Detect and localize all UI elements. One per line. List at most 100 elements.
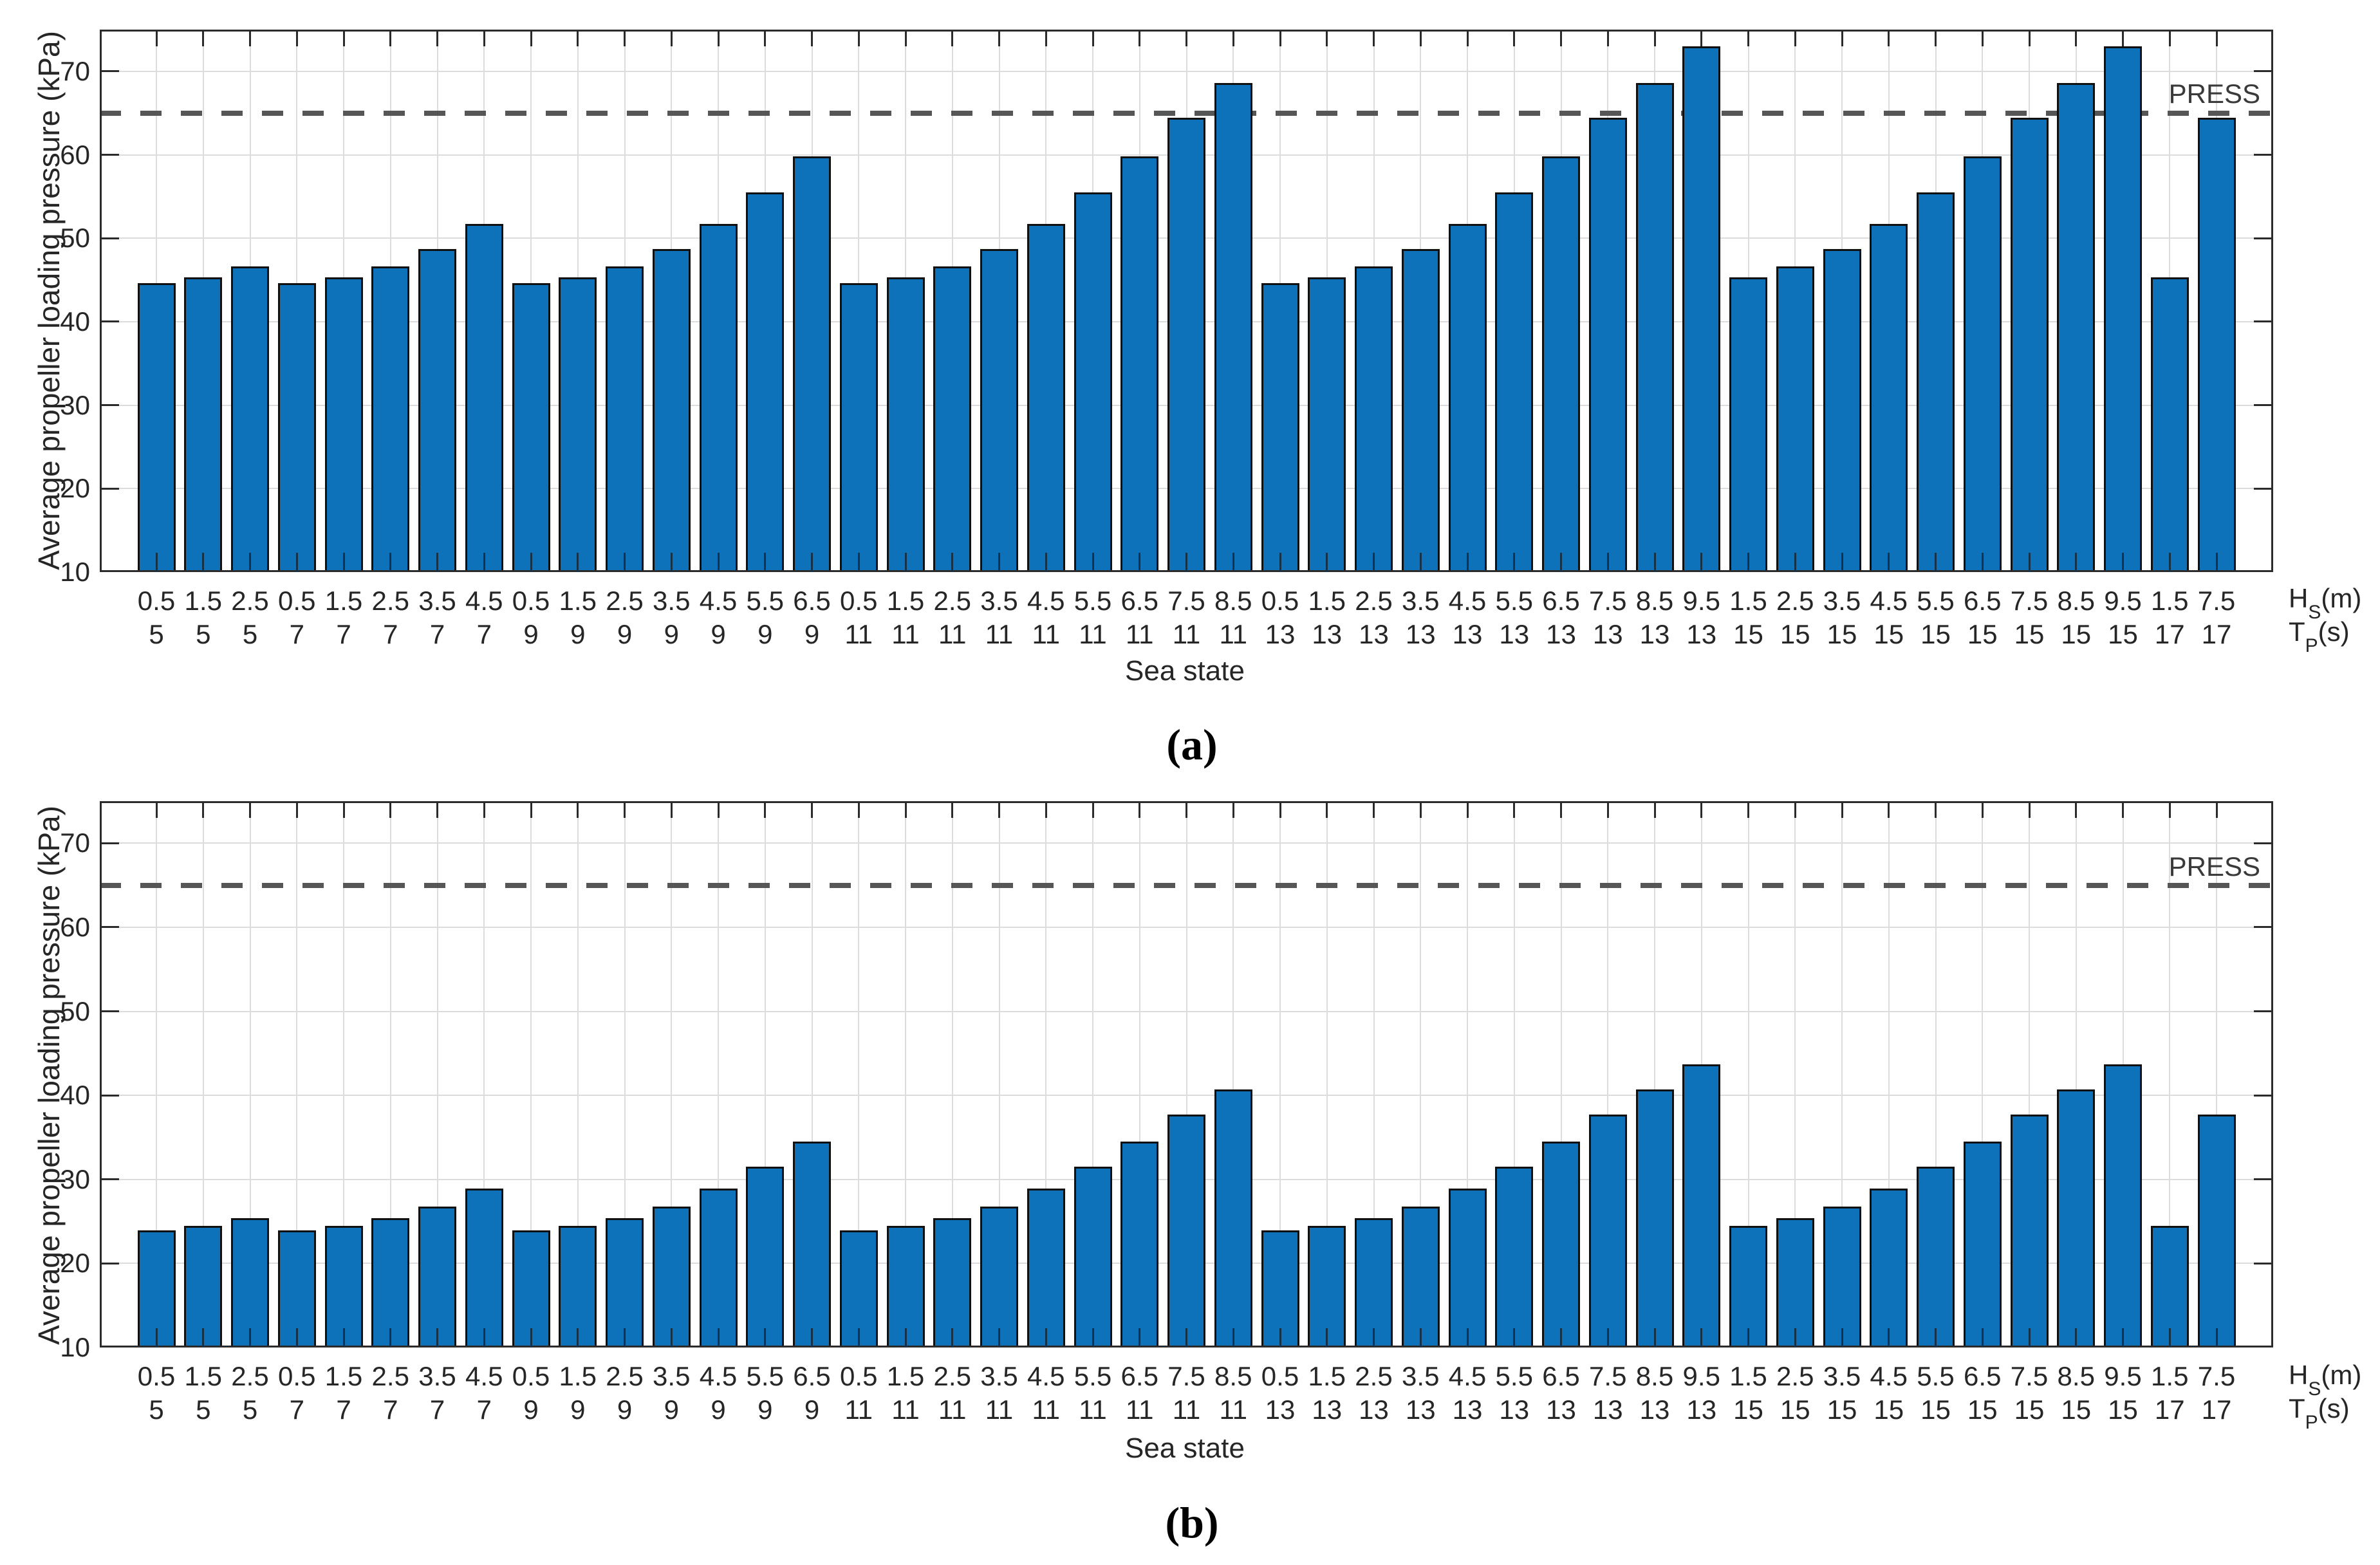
x-tick-bottom — [1513, 1328, 1516, 1347]
y-tick-label: 40 — [60, 1080, 90, 1111]
tp-category-label: 7 — [383, 619, 398, 649]
bar-hs1.5-tp17 — [2150, 1225, 2189, 1347]
x-tick-bottom — [202, 1328, 205, 1347]
tp-category-label: 15 — [1827, 1394, 1857, 1425]
y-tick-right — [2254, 487, 2273, 490]
bar-hs6.5-tp11 — [1120, 1141, 1159, 1347]
hs-category-label: 5.5 — [1495, 586, 1533, 616]
x-tick-bottom — [1185, 553, 1187, 572]
bar-hs6.5-tp11 — [1120, 156, 1159, 572]
y-tick-right — [2254, 320, 2273, 323]
x-gridline — [1654, 801, 1655, 1347]
x-tick-top — [1841, 801, 1843, 818]
hs-category-label: 3.5 — [418, 1361, 456, 1391]
hs-category-label: 2.5 — [371, 1361, 409, 1391]
bar-hs2.5-tp13 — [1355, 1218, 1393, 1347]
hs-category-label: 9.5 — [1682, 586, 1720, 616]
bar-hs5.5-tp9 — [746, 192, 785, 572]
hs-category-label: 8.5 — [1214, 586, 1252, 616]
x-tick-top — [1092, 801, 1094, 818]
tp-category-label: 5 — [196, 1394, 211, 1425]
x-tick-bottom — [1841, 553, 1843, 572]
x-tick-top — [389, 30, 392, 46]
x-gridline — [1279, 801, 1281, 1347]
y-tick-right — [2254, 1010, 2273, 1013]
x-gridline — [1607, 801, 1609, 1347]
tp-category-label: 7 — [429, 1394, 445, 1425]
tp-category-label: 11 — [1125, 1394, 1154, 1425]
hs-category-label: 1.5 — [324, 586, 363, 616]
bar-hs2.5-tp9 — [606, 1218, 644, 1347]
tp-category-label: 7 — [289, 1394, 304, 1425]
hs-category-label: 3.5 — [980, 1361, 1018, 1391]
hs-category-label: 4.5 — [1448, 1361, 1487, 1391]
bar-hs3.5-tp11 — [980, 249, 1018, 572]
tp-axis-unit-label: TP(s) — [2289, 618, 2350, 655]
bar-hs3.5-tp15 — [1823, 249, 1861, 572]
x-tick-top — [1700, 801, 1703, 818]
x-tick-top — [295, 801, 298, 818]
x-tick-top — [2028, 30, 2031, 46]
x-tick-top — [577, 30, 579, 46]
x-gridline — [296, 801, 298, 1347]
tp-category-label: 9 — [664, 619, 679, 649]
tp-category-label: 15 — [1873, 619, 1904, 649]
hs-category-label: 3.5 — [1402, 1361, 1440, 1391]
x-tick-top — [764, 30, 767, 46]
y-tick-label: 40 — [60, 306, 90, 337]
x-tick-bottom — [295, 553, 298, 572]
tp-category-label: 11 — [1032, 1394, 1061, 1425]
bar-hs4.5-tp13 — [1448, 224, 1487, 572]
hs-category-label: 7.5 — [2197, 1361, 2236, 1391]
y-gridline — [100, 842, 2273, 844]
y-tick-left — [100, 1178, 119, 1181]
x-tick-bottom — [670, 553, 673, 572]
bar-hs4.5-tp13 — [1448, 1189, 1487, 1347]
hs-category-label: 2.5 — [1776, 586, 1814, 616]
hs-category-label: 1.5 — [559, 586, 597, 616]
x-gridline — [1982, 801, 1984, 1347]
tp-category-label: 11 — [1079, 1394, 1107, 1425]
x-tick-top — [2075, 801, 2078, 818]
x-tick-top — [951, 30, 954, 46]
x-tick-bottom — [1700, 1328, 1703, 1347]
tp-category-label: 15 — [1733, 1394, 1763, 1425]
bar-hs4.5-tp11 — [1027, 1189, 1065, 1347]
bar-hs3.5-tp9 — [652, 1206, 691, 1347]
x-gridline — [2075, 801, 2077, 1347]
bar-hs0.5-tp9 — [512, 1230, 550, 1347]
tp-category-label: 13 — [1499, 619, 1530, 649]
hs-category-label: 8.5 — [1635, 586, 1674, 616]
x-tick-top — [2168, 801, 2171, 818]
x-tick-top — [202, 30, 205, 46]
x-tick-top — [1092, 30, 1094, 46]
tp-category-label: 9 — [758, 1394, 773, 1425]
tp-category-label: 15 — [1967, 1394, 1998, 1425]
tp-category-label: 11 — [1172, 1394, 1201, 1425]
x-tick-bottom — [1606, 553, 1609, 572]
hs-category-label: 8.5 — [2057, 1361, 2095, 1391]
x-tick-top — [249, 30, 251, 46]
x-tick-top — [951, 801, 954, 818]
bar-hs6.5-tp9 — [793, 1141, 831, 1347]
x-gridline — [343, 801, 344, 1347]
tp-category-label: 5 — [242, 1394, 258, 1425]
hs-category-label: 6.5 — [1542, 1361, 1580, 1391]
x-tick-top — [1653, 801, 1656, 818]
hs-category-label: 0.5 — [278, 1361, 316, 1391]
x-tick-top — [624, 30, 626, 46]
x-tick-top — [811, 801, 813, 818]
bar-hs7.5-tp13 — [1588, 118, 1627, 572]
tp-category-label: 13 — [1265, 1394, 1296, 1425]
x-tick-bottom — [951, 553, 954, 572]
tp-subscript: P — [2305, 635, 2318, 657]
x-gridline — [1841, 801, 1843, 1347]
tp-category-label: 13 — [1405, 1394, 1436, 1425]
x-tick-top — [857, 30, 860, 46]
bar-hs6.5-tp9 — [793, 156, 831, 572]
hs-category-label: 2.5 — [606, 586, 644, 616]
x-tick-bottom — [1513, 553, 1516, 572]
x-gridline — [951, 801, 953, 1347]
x-gridline — [436, 801, 438, 1347]
